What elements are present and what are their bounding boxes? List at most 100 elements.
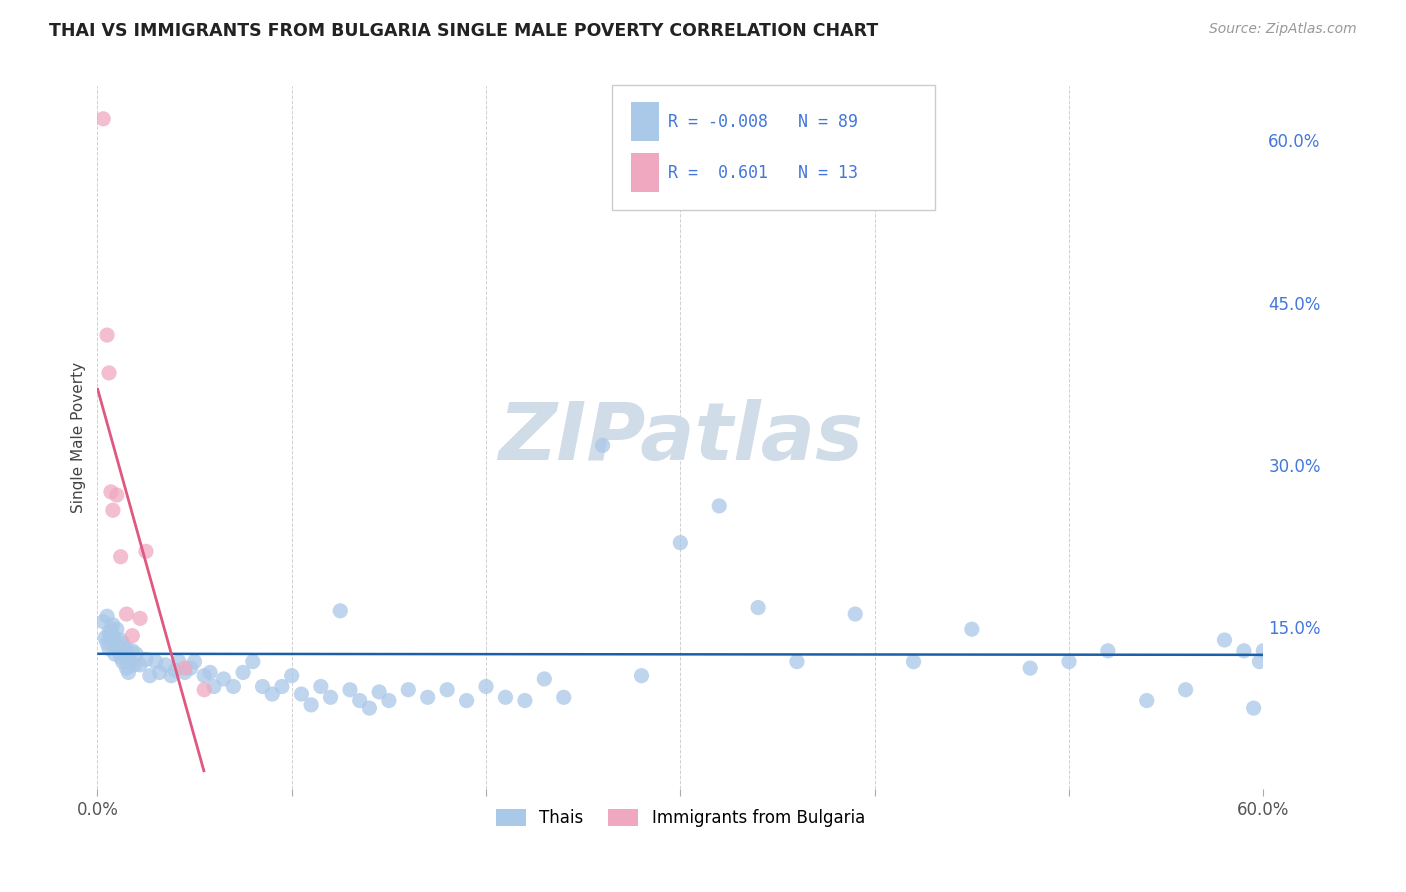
Point — [115, 661, 138, 675]
Text: ZIPatlas: ZIPatlas — [498, 399, 863, 477]
Point — [396, 682, 419, 697]
Point — [319, 690, 342, 705]
Legend: Thais, Immigrants from Bulgaria: Thais, Immigrants from Bulgaria — [489, 802, 872, 834]
Point — [271, 680, 294, 694]
Point — [456, 693, 478, 707]
Point — [165, 663, 187, 677]
Point — [105, 488, 128, 502]
Point — [101, 629, 124, 643]
Point — [494, 690, 516, 705]
Point — [513, 693, 536, 707]
Point — [94, 631, 117, 645]
Point — [202, 680, 225, 694]
Point — [167, 655, 190, 669]
Point — [110, 549, 132, 564]
Point — [120, 655, 142, 669]
Point — [359, 701, 381, 715]
Point — [1174, 682, 1197, 697]
Point — [98, 625, 121, 640]
Text: R = -0.008   N = 89: R = -0.008 N = 89 — [668, 112, 858, 130]
Text: THAI VS IMMIGRANTS FROM BULGARIA SINGLE MALE POVERTY CORRELATION CHART: THAI VS IMMIGRANTS FROM BULGARIA SINGLE … — [49, 22, 879, 40]
Point — [1057, 655, 1080, 669]
Point — [105, 640, 128, 654]
Point — [193, 668, 215, 682]
Point — [101, 618, 124, 632]
Point — [960, 622, 983, 636]
Point — [1136, 693, 1159, 707]
Point — [786, 655, 808, 669]
Point — [533, 672, 555, 686]
Y-axis label: Single Male Poverty: Single Male Poverty — [72, 362, 86, 514]
Point — [104, 636, 127, 650]
Point — [309, 680, 332, 694]
Point — [111, 636, 134, 650]
Point — [198, 665, 221, 680]
Point — [110, 632, 132, 647]
Point — [747, 600, 769, 615]
Point — [96, 328, 118, 343]
Point — [1233, 644, 1256, 658]
Point — [1253, 644, 1275, 658]
Point — [96, 609, 118, 624]
Point — [844, 607, 866, 621]
Point — [299, 698, 322, 712]
Point — [349, 693, 371, 707]
Point — [117, 665, 139, 680]
Point — [111, 655, 134, 669]
Point — [242, 655, 264, 669]
Point — [280, 668, 302, 682]
Point — [193, 682, 215, 697]
Point — [436, 682, 458, 697]
Point — [160, 668, 183, 682]
Point — [378, 693, 401, 707]
Point — [91, 112, 114, 126]
Point — [329, 604, 352, 618]
Point — [1243, 701, 1265, 715]
Point — [96, 636, 118, 650]
Point — [173, 661, 195, 675]
Point — [114, 647, 136, 661]
Point — [115, 607, 138, 621]
Point — [290, 687, 312, 701]
Point — [903, 655, 925, 669]
Point — [129, 611, 152, 625]
Point — [592, 438, 614, 452]
Point — [155, 657, 177, 672]
Point — [339, 682, 361, 697]
Point — [135, 652, 157, 666]
Point — [145, 655, 167, 669]
Point — [368, 685, 391, 699]
Point — [107, 644, 129, 658]
Point — [100, 632, 122, 647]
Point — [115, 641, 138, 656]
Point — [416, 690, 439, 705]
Point — [222, 680, 245, 694]
Point — [709, 499, 731, 513]
Point — [105, 622, 128, 636]
Point — [252, 680, 274, 694]
Point — [121, 629, 143, 643]
Point — [121, 644, 143, 658]
Point — [212, 672, 235, 686]
Point — [475, 680, 498, 694]
Point — [148, 665, 170, 680]
Point — [1213, 632, 1236, 647]
Point — [1097, 644, 1119, 658]
Point — [110, 650, 132, 665]
Point — [1019, 661, 1042, 675]
Point — [91, 615, 114, 629]
Point — [117, 647, 139, 661]
Point — [262, 687, 284, 701]
Point — [125, 647, 148, 661]
Point — [98, 641, 121, 656]
Point — [553, 690, 575, 705]
Point — [630, 668, 652, 682]
Point — [135, 544, 157, 558]
Text: R =  0.601   N = 13: R = 0.601 N = 13 — [668, 164, 858, 182]
Point — [669, 535, 692, 549]
Point — [1249, 655, 1271, 669]
Point — [101, 503, 124, 517]
Point — [232, 665, 254, 680]
Point — [139, 668, 162, 682]
Point — [173, 665, 195, 680]
